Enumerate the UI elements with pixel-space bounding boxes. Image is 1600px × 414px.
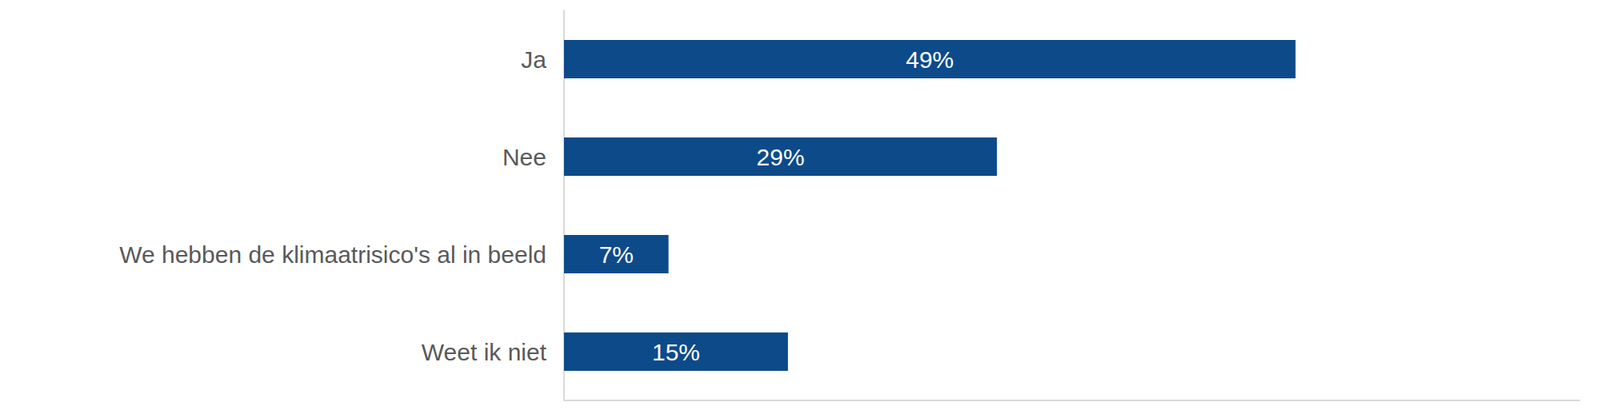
svg-text:29%: 29% xyxy=(756,144,805,171)
svg-text:We hebben de klimaatrisico's a: We hebben de klimaatrisico's al in beeld xyxy=(119,241,547,268)
svg-text:Ja: Ja xyxy=(520,46,547,73)
svg-text:7%: 7% xyxy=(599,241,634,268)
svg-text:15%: 15% xyxy=(652,339,700,366)
svg-text:Weet ik niet: Weet ik niet xyxy=(421,339,548,366)
svg-text:49%: 49% xyxy=(905,46,954,73)
svg-text:Nee: Nee xyxy=(502,144,547,171)
